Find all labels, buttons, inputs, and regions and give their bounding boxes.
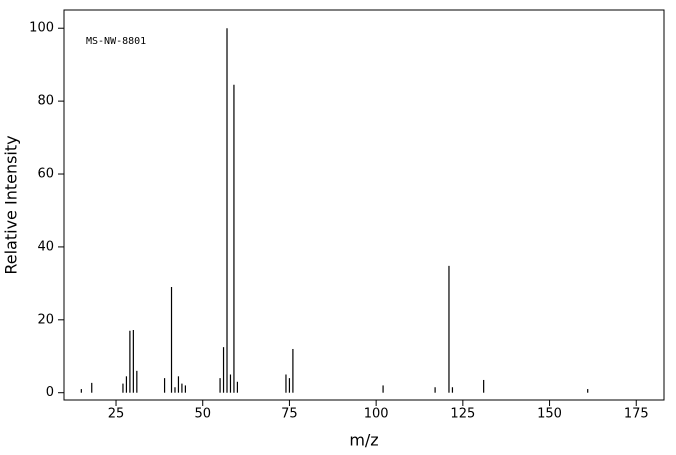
x-tick-label: 125 — [450, 407, 475, 422]
y-tick-label: 0 — [46, 385, 54, 400]
x-tick-label: 25 — [108, 407, 125, 422]
y-tick-label: 40 — [37, 239, 54, 254]
x-axis-title: m/z — [349, 431, 378, 450]
annotation: MS-NW-8801 — [86, 36, 146, 47]
x-tick-label: 175 — [624, 407, 649, 422]
plot-frame — [63, 9, 665, 401]
x-tick-label: 75 — [281, 407, 298, 422]
y-tick-label: 60 — [37, 167, 54, 182]
x-tick-label: 100 — [364, 407, 389, 422]
x-tick-label: 50 — [194, 407, 211, 422]
y-tick-label: 20 — [37, 312, 54, 327]
y-tick-label: 100 — [29, 21, 54, 36]
x-tick-label: 150 — [537, 407, 562, 422]
y-axis-title: Relative Intensity — [2, 135, 21, 274]
y-tick-label: 80 — [37, 94, 54, 109]
